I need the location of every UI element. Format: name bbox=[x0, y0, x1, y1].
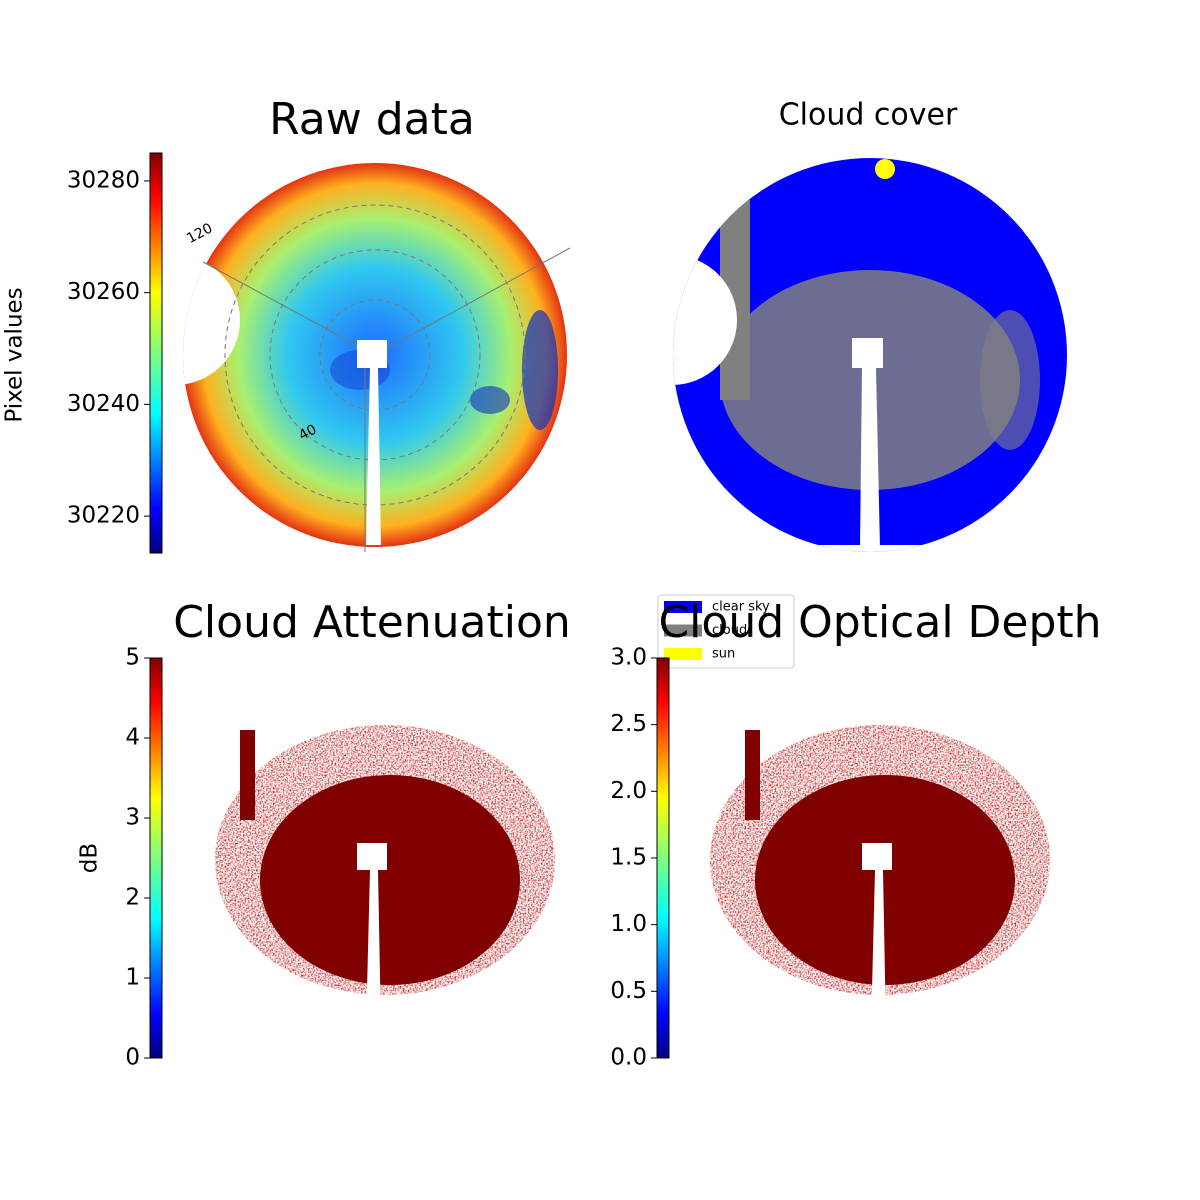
chart-title: Raw data bbox=[269, 94, 475, 145]
legend-label: cloud bbox=[712, 623, 747, 638]
mast bbox=[852, 338, 883, 548]
y-tick-label: 4 bbox=[125, 725, 140, 751]
y-axis-label: Pixel values bbox=[2, 287, 28, 422]
legend-swatch bbox=[664, 624, 702, 637]
raw-image bbox=[183, 163, 567, 547]
y-tick-label: 0.0 bbox=[610, 1045, 647, 1071]
y-tick-label: 1 bbox=[125, 965, 140, 991]
y-tick-label: 0.5 bbox=[610, 978, 647, 1004]
y-tick-label: 0 bbox=[125, 1045, 140, 1071]
y-tick-label: 2.0 bbox=[610, 778, 647, 804]
y-tick-label: 3.0 bbox=[610, 645, 647, 671]
legend-swatch bbox=[664, 601, 702, 613]
polar-label: 120 bbox=[184, 220, 215, 247]
y-tick-label: 2 bbox=[125, 885, 140, 911]
mast bbox=[357, 340, 387, 545]
y-axis-label: dB bbox=[77, 843, 103, 873]
y-tick-label: 30240 bbox=[67, 391, 140, 417]
legend-swatch bbox=[664, 648, 702, 660]
colorbar bbox=[149, 657, 163, 1059]
legend-label: sun bbox=[712, 647, 735, 662]
chart-title: Cloud Attenuation bbox=[173, 597, 571, 648]
optical-depth-image bbox=[710, 725, 1050, 1030]
sun-marker bbox=[875, 159, 895, 179]
chart-title: Cloud Optical Depth bbox=[658, 597, 1101, 648]
y-tick-label: 1.0 bbox=[610, 911, 647, 937]
polar-label: 40 bbox=[296, 422, 319, 444]
y-tick-label: 3 bbox=[125, 805, 140, 831]
y-tick-label: 5 bbox=[125, 645, 140, 671]
y-tick-label: 1.5 bbox=[610, 845, 647, 871]
colorbar bbox=[656, 657, 670, 1059]
polar-axes bbox=[202, 247, 571, 552]
y-tick-label: 30220 bbox=[67, 503, 140, 529]
y-tick-label: 30280 bbox=[67, 167, 140, 193]
chart-title: Cloud cover bbox=[779, 98, 958, 133]
cloud-image bbox=[673, 158, 1067, 552]
y-tick-label: 2.5 bbox=[610, 711, 647, 737]
colorbar bbox=[149, 152, 163, 554]
attenuation-image bbox=[215, 725, 555, 1030]
y-tick-label: 30260 bbox=[67, 279, 140, 305]
legend-label: clear sky bbox=[712, 600, 770, 615]
